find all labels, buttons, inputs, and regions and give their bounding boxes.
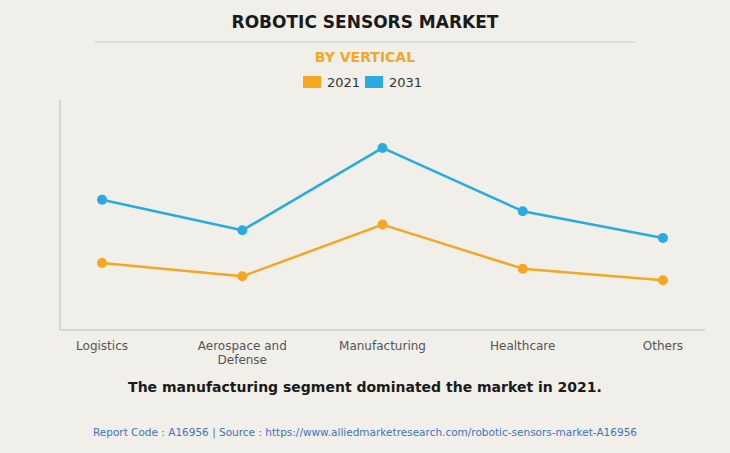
y-axis-line [60,100,61,330]
point [237,225,247,235]
point [237,271,247,281]
annotation: The manufacturing segment dominated the … [128,379,602,395]
legend-swatch [365,76,383,88]
legend-label: 2031 [389,75,422,90]
x-tick-label: Aerospace andDefense [198,339,287,367]
x-tick-label: Manufacturing [339,339,426,353]
footer: Report Code : A16956 | Source : https://… [93,426,637,439]
title: ROBOTIC SENSORS MARKET [232,12,499,32]
subtitle: BY VERTICAL [315,49,415,65]
point [97,195,107,205]
x-tick-label: Healthcare [490,339,555,353]
divider [95,42,635,43]
plot-area [97,143,668,285]
point [658,233,668,243]
x-tick-label: Others [643,339,683,353]
legend-swatch [303,76,321,88]
point [97,258,107,268]
background [0,0,730,453]
point [378,220,388,230]
chart: ROBOTIC SENSORS MARKET BY VERTICAL 2021 203… [0,0,730,453]
point [518,206,528,216]
x-tick-label: Logistics [76,339,128,353]
legend: 2021 2031 [303,75,422,90]
legend-label: 2021 [327,75,360,90]
point [378,143,388,153]
series-line [102,225,663,281]
series-line [102,148,663,238]
point [658,275,668,285]
x-axis-line [60,330,705,331]
point [518,264,528,274]
